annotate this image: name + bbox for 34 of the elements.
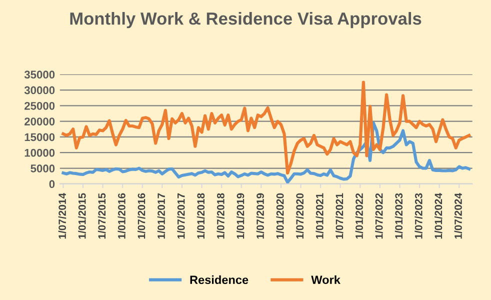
x-tick-label: 1/07/2021 xyxy=(336,193,344,239)
x-tick-label: 1/01/2021 xyxy=(316,193,324,239)
x-tick-label: 1/01/2022 xyxy=(355,193,364,239)
x-tick-label: 1/01/2024 xyxy=(434,192,442,239)
x-tick-label: 1/01/2019 xyxy=(236,193,244,239)
legend-label: Work xyxy=(311,275,340,284)
x-tick-label: 1/01/2020 xyxy=(276,193,284,239)
x-tick-label: 1/01/2018 xyxy=(196,193,205,239)
x-tick-label: 1/07/2019 xyxy=(256,193,264,239)
y-tick-label: 35000 xyxy=(24,70,55,79)
x-tick-label: 1/07/2024 xyxy=(454,192,462,239)
legend-label: Residence xyxy=(190,275,248,284)
x-tick-label: 1/07/2020 xyxy=(296,193,304,239)
y-tick-label: 20000 xyxy=(24,118,55,126)
x-tick-label: 1/07/2023 xyxy=(414,193,422,239)
y-tick-label: 15000 xyxy=(24,133,55,142)
x-tick-label: 1/07/2015 xyxy=(98,193,106,239)
x-tick-label: 1/07/2016 xyxy=(138,193,146,239)
chart-title: Monthly Work & Residence Visa Approvals xyxy=(70,12,422,28)
line-series xyxy=(62,121,471,184)
x-tick-label: 1/07/2017 xyxy=(177,193,185,239)
x-tick-label: 1/07/2018 xyxy=(216,193,224,239)
x-tick-label: 1/07/2014 xyxy=(58,192,66,239)
x-tick-label: 1/01/2016 xyxy=(118,193,126,239)
y-tick-label: 10000 xyxy=(24,148,55,157)
x-tick-label: 1/01/2023 xyxy=(394,193,403,239)
y-tick-label: 0 xyxy=(49,180,55,188)
x-tick-label: 1/01/2015 xyxy=(78,193,86,239)
x-tick-label: 1/07/2022 xyxy=(375,193,383,239)
line-series xyxy=(62,80,471,174)
y-tick-label: 25000 xyxy=(24,102,55,110)
y-tick-label: 5000 xyxy=(30,164,55,172)
y-tick-label: 30000 xyxy=(24,86,55,94)
x-tick-label: 1/01/2017 xyxy=(157,193,166,239)
